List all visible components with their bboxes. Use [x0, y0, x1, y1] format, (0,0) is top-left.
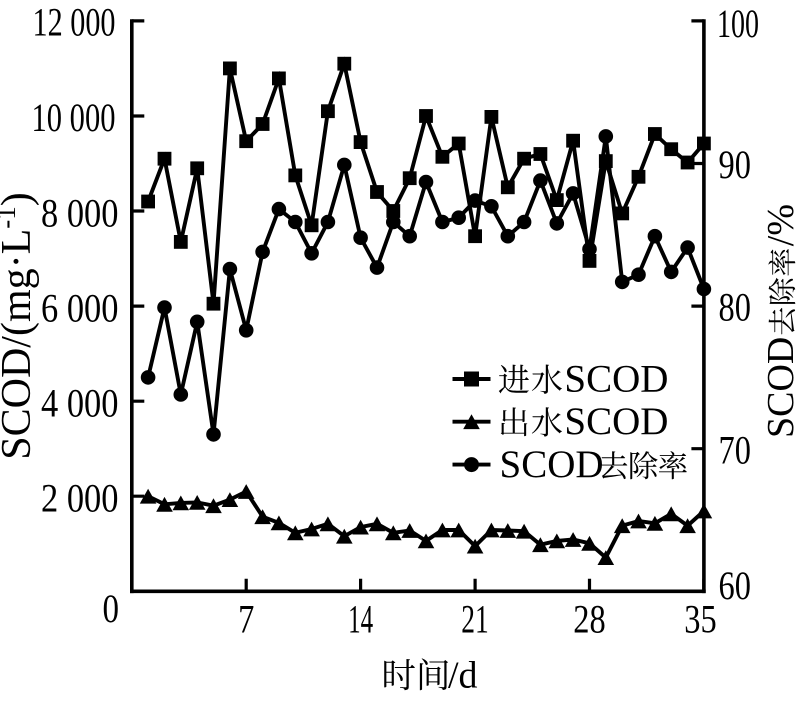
svg-text:70: 70 — [719, 427, 751, 472]
svg-text:28: 28 — [573, 597, 605, 642]
svg-text:8 000: 8 000 — [41, 190, 119, 235]
svg-text:21: 21 — [461, 597, 489, 642]
svg-text:SCOD/(mg·L-1): SCOD/(mg·L-1) — [0, 192, 40, 460]
svg-text:/%: /% — [760, 204, 802, 246]
svg-text:SCOD: SCOD — [564, 357, 668, 400]
svg-text:/d: /d — [448, 655, 478, 697]
svg-text:10 000: 10 000 — [32, 95, 116, 140]
svg-text:35: 35 — [684, 597, 716, 642]
svg-text:80: 80 — [719, 285, 751, 330]
svg-text:SCOD: SCOD — [500, 443, 604, 486]
svg-text:0: 0 — [103, 586, 120, 631]
svg-text:SCOD: SCOD — [760, 337, 802, 438]
svg-text:4 000: 4 000 — [41, 380, 119, 425]
svg-text:100: 100 — [717, 1, 759, 46]
svg-text:SCOD: SCOD — [564, 400, 668, 443]
svg-text:14: 14 — [348, 597, 373, 642]
svg-text:2 000: 2 000 — [41, 476, 119, 521]
svg-text:12 000: 12 000 — [33, 0, 116, 44]
svg-text:6 000: 6 000 — [41, 285, 119, 330]
svg-text:90: 90 — [719, 142, 751, 187]
svg-text:7: 7 — [238, 597, 254, 642]
svg-text:60: 60 — [719, 563, 751, 608]
